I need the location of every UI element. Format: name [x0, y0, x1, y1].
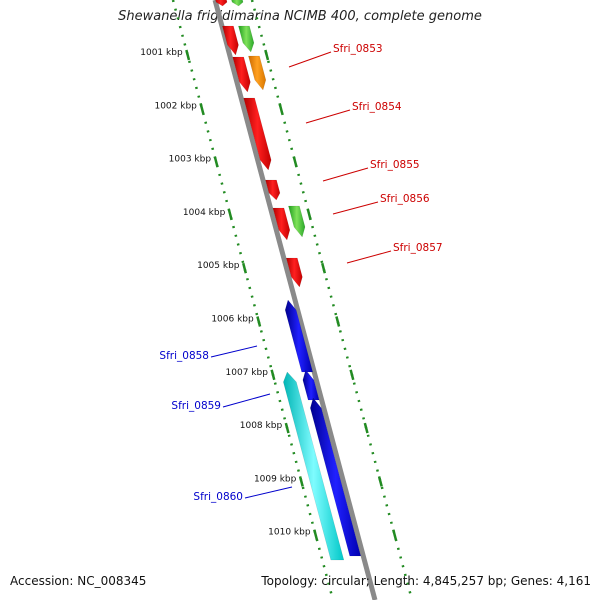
- major-tick: [377, 476, 383, 487]
- gene-label-sfri_0854[interactable]: Sfri_0854: [352, 101, 402, 113]
- gene-leader-line: [346, 250, 392, 264]
- gene-features: [214, 0, 362, 561]
- tick-label: 1005 kbp: [197, 261, 240, 271]
- major-tick: [306, 209, 312, 221]
- tick-label: 1010 kbp: [268, 528, 311, 538]
- major-tick: [278, 102, 284, 114]
- major-tick: [313, 529, 319, 541]
- major-tick: [213, 156, 219, 167]
- major-tick: [256, 316, 262, 327]
- gene-label-sfri_0860[interactable]: Sfri_0860: [193, 491, 243, 503]
- tick-label: 1009 kbp: [254, 474, 297, 484]
- major-tick: [227, 209, 233, 221]
- gene-arrow[interactable]: [232, 56, 251, 93]
- gene-arrow[interactable]: [283, 371, 345, 561]
- genome-summary-text: Topology: circular; Length: 4,845,257 bp…: [261, 574, 591, 588]
- tick-ring-outer: [250, 0, 414, 600]
- major-tick: [242, 262, 248, 274]
- gene-label-sfri_0855[interactable]: Sfri_0855: [370, 159, 420, 171]
- major-tick: [185, 49, 191, 61]
- gene-arrow[interactable]: [230, 0, 244, 7]
- gene-arrow[interactable]: [248, 55, 267, 91]
- major-tick: [298, 476, 304, 487]
- major-tick: [335, 316, 341, 327]
- major-tick: [199, 102, 205, 114]
- gene-leader-line: [222, 393, 271, 408]
- tick-label: 1003 kbp: [169, 155, 212, 165]
- tick-label: 1004 kbp: [183, 208, 226, 218]
- gene-leader-line: [210, 345, 258, 358]
- tick-label: 1002 kbp: [154, 101, 197, 111]
- gene-arrow[interactable]: [214, 0, 228, 7]
- gene-arrow[interactable]: [302, 369, 320, 401]
- tick-labels: 1001 kbp 1002 kbp 1003 kbp 1004 kbp 1005 kbp…: [140, 48, 311, 538]
- gene-leader-line: [305, 109, 351, 124]
- major-tick: [264, 49, 270, 61]
- gene-leader-line: [244, 486, 293, 499]
- gene-arrow[interactable]: [222, 25, 239, 56]
- gene-leader-line: [322, 167, 369, 182]
- major-tick: [349, 369, 355, 381]
- gene-arrow[interactable]: [265, 179, 281, 201]
- gene-labels: Sfri_0853 Sfri_0854 Sfri_0855 Sfri_0856 Sfri…: [159, 43, 442, 503]
- gene-label-sfri_0858[interactable]: Sfri_0858: [159, 350, 209, 362]
- tick-label: 1001 kbp: [140, 48, 183, 58]
- major-tick: [284, 422, 290, 434]
- tick-ring-inner: [171, 0, 335, 600]
- gene-label-sfri_0859[interactable]: Sfri_0859: [171, 400, 221, 412]
- major-tick: [392, 529, 398, 541]
- tick-rings: [171, 0, 414, 600]
- gene-arrow[interactable]: [284, 299, 314, 373]
- major-tick: [363, 422, 369, 434]
- gene-label-sfri_0857[interactable]: Sfri_0857: [393, 242, 443, 254]
- major-tick: [321, 262, 327, 274]
- major-tick: [292, 156, 298, 167]
- gene-arrow[interactable]: [285, 257, 303, 288]
- gene-arrow[interactable]: [238, 25, 255, 53]
- gene-leader-line: [288, 51, 332, 68]
- gene-leader-line: [332, 201, 379, 215]
- tick-label: 1007 kbp: [226, 368, 269, 378]
- accession-text: Accession: NC_008345: [10, 574, 147, 588]
- gene-arrow[interactable]: [288, 205, 306, 238]
- tick-label: 1008 kbp: [240, 421, 283, 431]
- tick-label: 1006 kbp: [211, 315, 254, 325]
- gene-arrow[interactable]: [272, 207, 291, 241]
- genome-backbone: [212, 0, 378, 600]
- major-tick: [270, 369, 276, 381]
- genome-title: Shewanella frigidimarina NCIMB 400, comp…: [118, 9, 482, 24]
- gene-arrow[interactable]: [243, 97, 272, 171]
- gene-arrow[interactable]: [310, 397, 362, 557]
- gene-label-sfri_0856[interactable]: Sfri_0856: [380, 193, 430, 205]
- gene-label-sfri_0853[interactable]: Sfri_0853: [333, 43, 383, 55]
